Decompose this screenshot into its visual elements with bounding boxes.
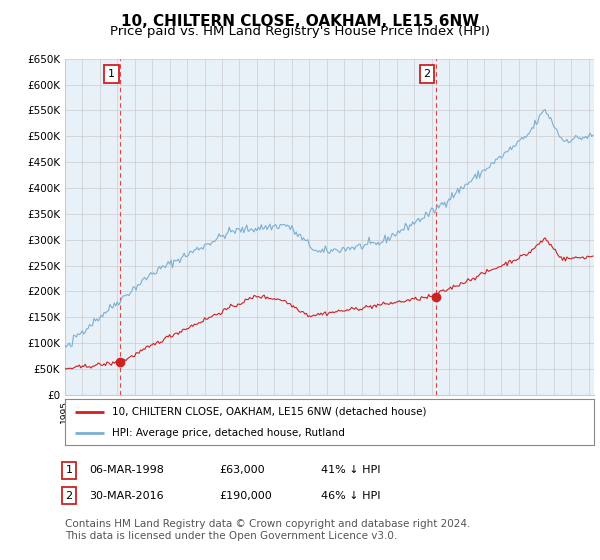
Text: HPI: Average price, detached house, Rutland: HPI: Average price, detached house, Rutl… (112, 428, 346, 438)
Text: Price paid vs. HM Land Registry's House Price Index (HPI): Price paid vs. HM Land Registry's House … (110, 25, 490, 38)
Text: 1: 1 (108, 69, 115, 80)
Text: Contains HM Land Registry data © Crown copyright and database right 2024.
This d: Contains HM Land Registry data © Crown c… (65, 519, 470, 541)
Text: 2: 2 (65, 491, 73, 501)
Text: 1: 1 (65, 465, 73, 475)
Text: 06-MAR-1998: 06-MAR-1998 (89, 465, 164, 475)
Text: 41% ↓ HPI: 41% ↓ HPI (321, 465, 380, 475)
Text: 10, CHILTERN CLOSE, OAKHAM, LE15 6NW (detached house): 10, CHILTERN CLOSE, OAKHAM, LE15 6NW (de… (112, 407, 427, 417)
Text: 30-MAR-2016: 30-MAR-2016 (89, 491, 163, 501)
Text: £63,000: £63,000 (219, 465, 265, 475)
Text: 2: 2 (424, 69, 431, 80)
Text: £190,000: £190,000 (219, 491, 272, 501)
Text: 10, CHILTERN CLOSE, OAKHAM, LE15 6NW: 10, CHILTERN CLOSE, OAKHAM, LE15 6NW (121, 14, 479, 29)
Text: 46% ↓ HPI: 46% ↓ HPI (321, 491, 380, 501)
